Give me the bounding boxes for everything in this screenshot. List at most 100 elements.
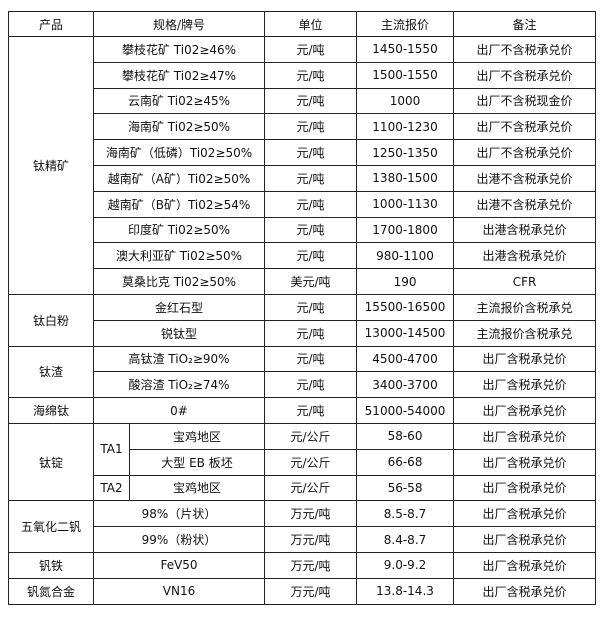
table-row: 云南矿 Ti02≥45% 元/吨 1000 出厂不含税现金价 (9, 87, 597, 115)
product-cell: 海绵钛 (8, 397, 94, 424)
unit-cell: 万元/吨 (264, 551, 358, 579)
note-cell: 出厂含税承兑价 (453, 551, 597, 579)
table-row: 锐钛型 元/吨 13000-14500 主流报价含税承兑 (9, 319, 597, 347)
spec-cell: 98%（片状） (92, 500, 266, 528)
product-cell: 钛精矿 (8, 36, 94, 295)
table-row: 海绵钛 0# 元/吨 51000-54000 出厂含税承兑价 (8, 397, 597, 424)
table-row: 越南矿（B矿）Ti02≥54% 元/吨 1000-1130 出港不含税承兑价 (9, 190, 597, 218)
unit-cell: 万元/吨 (264, 526, 358, 553)
header-unit: 单位 (264, 11, 358, 37)
table-row: 钒铁 FeV50 万元/吨 9.0-9.2 出厂含税承兑价 (8, 551, 597, 579)
unit-cell: 元/吨 (264, 190, 358, 218)
table-row: 钒氮合金 VN16 万元/吨 13.8-14.3 出厂含税承兑价 (8, 577, 597, 605)
spec-cell: 越南矿（A矿）Ti02≥50% (92, 164, 266, 192)
spec-cell: 攀枝花矿 Ti02≥47% (92, 61, 266, 89)
table-row: 钛锭 TA1 宝鸡地区 元/公斤 58-60 出厂含税承兑价 (8, 422, 597, 502)
spec-cell: 印度矿 Ti02≥50% (92, 216, 266, 244)
header-product: 产品 (8, 11, 94, 37)
table-row: 越南矿（A矿）Ti02≥50% 元/吨 1380-1500 出港不含税承兑价 (9, 164, 597, 192)
spec-cell: VN16 (92, 577, 266, 605)
spec-cell: 云南矿 Ti02≥45% (92, 87, 266, 115)
header-row: 产品 规格/牌号 单位 主流报价 备注 (8, 11, 597, 37)
price-cell: 1000-1130 (356, 190, 455, 218)
spec-cell: 锐钛型 (92, 319, 266, 347)
note-cell: CFR (453, 268, 597, 295)
note-cell: 出厂含税承兑价 (453, 526, 597, 553)
spec-cell: 99%（粉状） (92, 526, 266, 553)
note-cell: 出厂不含税现金价 (453, 87, 597, 115)
note-cell: 出厂含税承兑价 (453, 500, 597, 528)
price-cell: 190 (356, 268, 455, 295)
grade-cell: TA2 (93, 474, 130, 502)
unit-cell: 元/吨 (264, 216, 358, 244)
note-cell: 出厂含税承兑价 (453, 448, 597, 476)
unit-cell: 元/吨 (264, 113, 358, 141)
header-price: 主流报价 (356, 11, 455, 37)
note-cell: 出厂不含税承兑价 (453, 139, 597, 166)
table-row: 印度矿 Ti02≥50% 元/吨 1700-1800 出港含税承兑价 (9, 216, 597, 244)
table-row: TA2 宝鸡地区 元/公斤 56-58 出厂含税承兑价 (9, 474, 597, 502)
note-cell: 出厂含税承兑价 (453, 577, 597, 605)
price-cell: 1700-1800 (356, 216, 455, 244)
unit-cell: 元/吨 (264, 293, 358, 321)
price-cell: 1500-1550 (356, 61, 455, 89)
price-cell: 1250-1350 (356, 139, 455, 166)
price-cell: 13000-14500 (356, 319, 455, 347)
unit-cell: 元/吨 (264, 371, 358, 399)
unit-cell: 元/吨 (264, 87, 358, 115)
note-cell: 出厂含税承兑价 (453, 371, 597, 399)
spec-cell: 越南矿（B矿）Ti02≥54% (92, 190, 266, 218)
price-cell: 13.8-14.3 (356, 577, 455, 605)
table-row: 五氧化二钒 98%（片状） 万元/吨 8.5-8.7 出厂含税承兑价 (8, 500, 597, 553)
spec-cell: FeV50 (92, 551, 266, 579)
unit-cell: 元/公斤 (264, 474, 358, 502)
spec-cell: 海南矿（低磷）Ti02≥50% (92, 139, 266, 166)
unit-cell: 元/吨 (264, 345, 358, 373)
price-cell: 8.5-8.7 (356, 500, 455, 528)
spec-cell: 攀枝花矿 Ti02≥46% (92, 36, 266, 63)
price-cell: 1380-1500 (356, 164, 455, 192)
unit-cell: 元/吨 (264, 139, 358, 166)
table-row: 酸溶渣 TiO₂≥74% 元/吨 3400-3700 出厂含税承兑价 (9, 371, 597, 399)
unit-cell: 万元/吨 (264, 500, 358, 528)
spec-cell: 莫桑比克 Ti02≥50% (92, 268, 266, 295)
table-row: 攀枝花矿 Ti02≥47% 元/吨 1500-1550 出厂不含税承兑价 (9, 61, 597, 89)
table-row: 钛精矿 攀枝花矿 Ti02≥46% 元/吨 1450-1550 出厂不含税承兑价 (8, 36, 597, 295)
note-cell: 出厂不含税承兑价 (453, 61, 597, 89)
note-cell: 出厂不含税承兑价 (453, 36, 597, 63)
unit-cell: 元/公斤 (264, 448, 358, 476)
price-cell: 66-68 (356, 448, 455, 476)
table-row: 海南矿（低磷）Ti02≥50% 元/吨 1250-1350 出厂不含税承兑价 (9, 139, 597, 166)
header-note: 备注 (453, 11, 597, 37)
price-cell: 3400-3700 (356, 371, 455, 399)
price-cell: 56-58 (356, 474, 455, 502)
spec-cell: 海南矿 Ti02≥50% (92, 113, 266, 141)
spec-cell: 酸溶渣 TiO₂≥74% (92, 371, 266, 399)
table-row: 莫桑比克 Ti02≥50% 美元/吨 190 CFR (9, 268, 597, 295)
unit-cell: 元/吨 (264, 36, 358, 63)
product-cell: 钛白粉 (8, 293, 94, 347)
note-cell: 出厂不含税承兑价 (453, 113, 597, 141)
table-row: 99%（粉状） 万元/吨 8.4-8.7 出厂含税承兑价 (9, 526, 597, 553)
note-cell: 主流报价含税承兑 (453, 293, 597, 321)
price-cell: 980-1100 (356, 242, 455, 270)
table-row: 海南矿 Ti02≥50% 元/吨 1100-1230 出厂不含税承兑价 (9, 113, 597, 141)
note-cell: 出厂含税承兑价 (453, 474, 597, 502)
product-cell: 钛渣 (8, 345, 94, 399)
price-table: 产品 规格/牌号 单位 主流报价 备注 钛精矿 攀枝花矿 Ti02≥46% 元/吨 1… (8, 11, 597, 605)
spec-cell: 高钛渣 TiO₂≥90% (92, 345, 266, 373)
unit-cell: 美元/吨 (264, 268, 358, 295)
note-cell: 出厂含税承兑价 (453, 397, 597, 424)
note-cell: 出港含税承兑价 (453, 242, 597, 270)
price-cell: 1100-1230 (356, 113, 455, 141)
price-cell: 1450-1550 (356, 36, 455, 63)
table-body: 钛精矿 攀枝花矿 Ti02≥46% 元/吨 1450-1550 出厂不含税承兑价 攀枝花矿… (8, 36, 597, 605)
spec-cell: 澳大利亚矿 Ti02≥50% (92, 242, 266, 270)
spec-cell: 大型 EB 板坯 (128, 448, 266, 476)
price-cell: 51000-54000 (356, 397, 455, 424)
spec-cell: 金红石型 (92, 293, 266, 321)
unit-cell: 元/吨 (264, 319, 358, 347)
product-cell: 钒氮合金 (8, 577, 94, 605)
product-cell: 五氧化二钒 (8, 500, 94, 553)
unit-cell: 元/吨 (264, 164, 358, 192)
